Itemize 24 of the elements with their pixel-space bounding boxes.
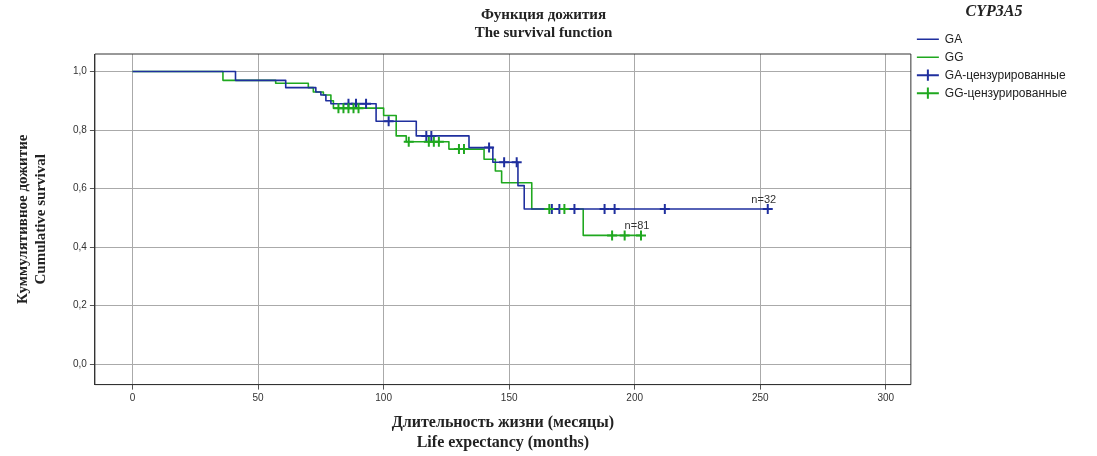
x-tick-label: 100 [375,392,393,404]
legend-title: CYP3A5 [965,2,1023,20]
chart-title: Функция дожития [480,5,607,22]
y-tick-label: 0,4 [73,240,88,252]
legend-label: GG [944,49,964,64]
legend-label: GA-цензурированные [944,67,1066,82]
y-tick-label: 1,0 [73,65,88,77]
y-tick-label: 0,0 [73,357,88,369]
x-tick-label: 50 [252,392,265,404]
x-tick-label: 200 [626,392,644,404]
y-tick-label: 0,6 [73,182,88,194]
y-tick-label: 0,8 [73,123,88,135]
annotation: n=32 [751,192,777,205]
y-tick-label: 0,2 [73,299,88,311]
x-tick-label: 0 [129,392,136,404]
x-tick-label: 250 [751,392,770,404]
y-axis-title: Куммулятивное дожитие Cumulative survival [13,134,48,305]
chart-subtitle: The survival function [474,23,613,40]
annotation: n=81 [624,218,650,231]
x-tick-label: 300 [877,392,895,404]
x-tick-label: 150 [500,392,518,404]
legend-label: GG-цензурированные [944,85,1068,100]
legend-label: GA [944,31,963,46]
x-axis-title: Длительность жизни (месяцы) Life expectancy (months) [391,413,615,451]
